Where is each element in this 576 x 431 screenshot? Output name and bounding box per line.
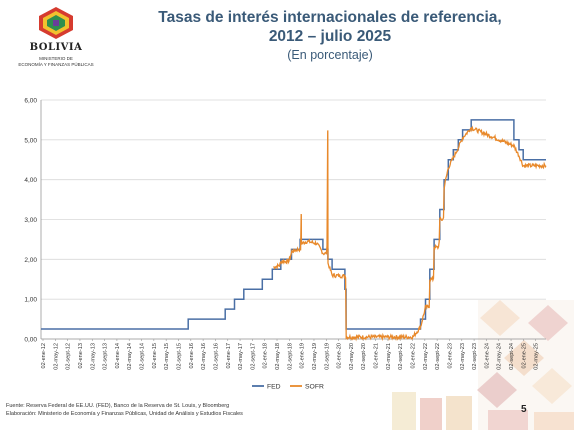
x-tick-label: 02-may-14 <box>127 343 133 370</box>
x-tick-label: 02-sept-22 <box>435 343 441 370</box>
source-note: Fuente: Reserva Federal de EE.UU. (FED),… <box>6 403 230 409</box>
x-tick-label: 02-ene-14 <box>115 343 121 369</box>
x-tick-label: 02-sept-23 <box>472 343 478 370</box>
x-tick-label: 02-may-19 <box>312 343 318 370</box>
x-tick-label: 02-ene-22 <box>411 343 417 369</box>
x-tick-label: 02-ene-20 <box>337 343 343 369</box>
x-tick-label: 02-may-24 <box>497 343 503 370</box>
x-tick-label: 02-sept-15 <box>176 343 182 370</box>
y-tick-label: 6,00 <box>24 98 37 105</box>
logo-sub-line2: ECONOMÍA Y FINANZAS PÚBLICAS <box>18 61 94 67</box>
x-tick-label: 02-sept-17 <box>250 343 256 370</box>
x-tick-label: 02-sept-14 <box>140 343 146 370</box>
x-tick-label: 02-sept-12 <box>66 343 72 370</box>
elaboration-note: Elaboración: Ministerio de Economía y Fi… <box>6 411 243 417</box>
x-tick-label: 02-may-22 <box>423 343 429 370</box>
x-tick-label: 02-may-16 <box>201 343 207 370</box>
x-tick-label: 02-sept-20 <box>361 343 367 370</box>
x-tick-label: 02-ene-12 <box>41 343 47 369</box>
x-tick-label: 02-ene-13 <box>78 343 84 369</box>
footer-notes: Fuente: Reserva Federal de EE.UU. (FED),… <box>6 402 243 418</box>
x-tick-label: 02-ene-19 <box>300 343 306 369</box>
title-line-1: Tasas de interés internacionales de refe… <box>158 9 502 26</box>
y-tick-label: 3,00 <box>24 217 37 224</box>
bolivia-logo: BOLIVIA MINISTERIO DE ECONOMÍA Y FINANZA… <box>14 6 98 76</box>
x-tick-label: 02-sept-24 <box>509 343 515 370</box>
y-tick-label: 5,00 <box>24 137 37 144</box>
y-tick-label: 4,00 <box>24 177 37 184</box>
series-line-fed <box>41 119 546 330</box>
x-tick-label: 02-sept-18 <box>287 343 293 370</box>
x-tick-label: 02-ene-24 <box>484 343 490 369</box>
slide-subtitle: (En porcentaje) <box>287 48 373 62</box>
x-tick-label: 02-sept-19 <box>324 343 330 370</box>
logo-ministry-name: MINISTERIO DE ECONOMÍA Y FINANZAS PÚBLIC… <box>14 56 98 67</box>
x-tick-label: 02-ene-16 <box>189 343 195 369</box>
x-tick-label: 02-may-21 <box>386 343 392 370</box>
y-tick-label: 1,00 <box>24 297 37 304</box>
x-tick-label: 02-sept-16 <box>213 343 219 370</box>
title-line-2: 2012 – julio 2025 <box>268 28 392 45</box>
x-tick-label: 02-sept-21 <box>398 343 404 370</box>
logo-sub-line1: MINISTERIO DE <box>39 56 73 61</box>
series-line-sofr <box>273 125 547 342</box>
x-tick-label: 02-ene-17 <box>226 343 232 369</box>
x-tick-label: 02-ene-18 <box>263 343 269 369</box>
logo-country-name: BOLIVIA <box>29 42 83 53</box>
legend-label-fed: FED <box>267 384 281 391</box>
x-tick-label: 02-ene-23 <box>447 343 453 369</box>
legend-label-sofr: SOFR <box>305 384 324 391</box>
x-tick-label: 02-may-23 <box>460 343 466 370</box>
y-tick-label: 0,00 <box>24 337 37 344</box>
ministry-emblem-icon <box>39 7 73 39</box>
x-tick-label: 02-may-12 <box>53 343 59 370</box>
x-tick-label: 02-ene-21 <box>374 343 380 369</box>
x-tick-label: 02-sept-13 <box>103 343 109 370</box>
x-tick-label: 02-ene-15 <box>152 343 158 369</box>
x-tick-label: 02-ene-25 <box>521 343 527 369</box>
slide-title: Tasas de interés internacionales de refe… <box>110 8 550 46</box>
x-tick-label: 02-may-17 <box>238 343 244 370</box>
x-tick-label: 02-may-15 <box>164 343 170 370</box>
x-tick-label: 02-may-20 <box>349 343 355 370</box>
x-tick-label: 02-may-13 <box>90 343 96 370</box>
page-number: 5 <box>521 404 527 415</box>
x-tick-label: 02-may-25 <box>534 343 540 370</box>
y-tick-label: 2,00 <box>24 257 37 264</box>
x-tick-label: 02-may-18 <box>275 343 281 370</box>
